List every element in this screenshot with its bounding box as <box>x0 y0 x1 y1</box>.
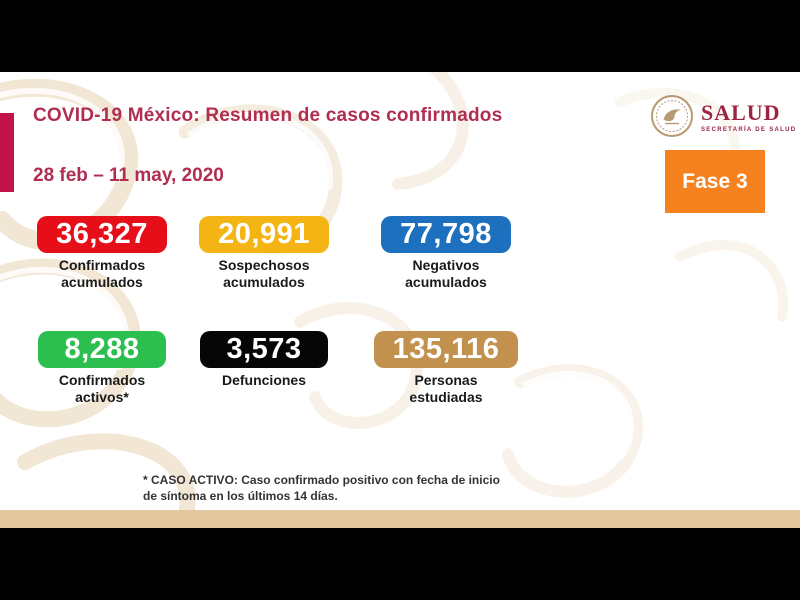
stat-value-pill: 135,116 <box>373 331 519 368</box>
stat-value-pill: 36,327 <box>37 216 167 253</box>
logo-wordmark: SALUD <box>701 100 781 125</box>
top-letterbox-bar <box>0 0 800 72</box>
salud-logo: SALUD SECRETARÍA DE SALUD <box>650 94 796 138</box>
stat-negativos-acumulados: 77,798 Negativos acumulados <box>356 216 536 291</box>
stat-label: Confirmados activos* <box>58 372 146 405</box>
stat-confirmados-activos: 8,288 Confirmados activos* <box>12 331 192 406</box>
stat-label: Negativos acumulados <box>405 257 487 290</box>
footnote: * CASO ACTIVO: Caso confirmado positivo … <box>143 473 500 503</box>
stat-label: Sospechosos acumulados <box>218 257 310 290</box>
stat-label: Defunciones <box>221 372 306 388</box>
stat-value-pill: 8,288 <box>38 331 166 368</box>
stat-value: 77,798 <box>400 218 492 250</box>
bottom-accent-bar <box>0 510 800 528</box>
stat-value-pill: 20,991 <box>199 216 329 253</box>
date-range: 28 feb – 11 may, 2020 <box>33 165 224 186</box>
stat-value-pill: 77,798 <box>381 216 511 253</box>
stat-value: 36,327 <box>56 218 148 250</box>
bottom-letterbox-bar <box>0 528 800 600</box>
stat-label: Personas estudiadas <box>409 372 483 405</box>
accent-stripe <box>0 113 14 192</box>
page-title: COVID-19 México: Resumen de casos confir… <box>33 105 503 126</box>
stat-value: 3,573 <box>226 333 302 365</box>
slide-content: COVID-19 México: Resumen de casos confir… <box>0 72 800 510</box>
salud-seal-icon <box>651 95 693 137</box>
logo-subtitle: SECRETARÍA DE SALUD <box>701 127 797 133</box>
stat-value: 8,288 <box>64 333 140 365</box>
phase-label: Fase 3 <box>682 169 748 193</box>
stat-sospechosos-acumulados: 20,991 Sospechosos acumulados <box>174 216 354 291</box>
stat-defunciones: 3,573 Defunciones <box>174 331 354 389</box>
stat-confirmados-acumulados: 36,327 Confirmados acumulados <box>12 216 192 291</box>
stat-personas-estudiadas: 135,116 Personas estudiadas <box>356 331 536 406</box>
logo-text: SALUD SECRETARÍA DE SALUD <box>701 94 796 133</box>
stat-value: 20,991 <box>218 218 310 250</box>
phase-badge: Fase 3 <box>665 150 765 213</box>
stat-value-pill: 3,573 <box>200 331 328 368</box>
stat-label: Confirmados acumulados <box>58 257 146 290</box>
stat-value: 135,116 <box>392 333 500 365</box>
